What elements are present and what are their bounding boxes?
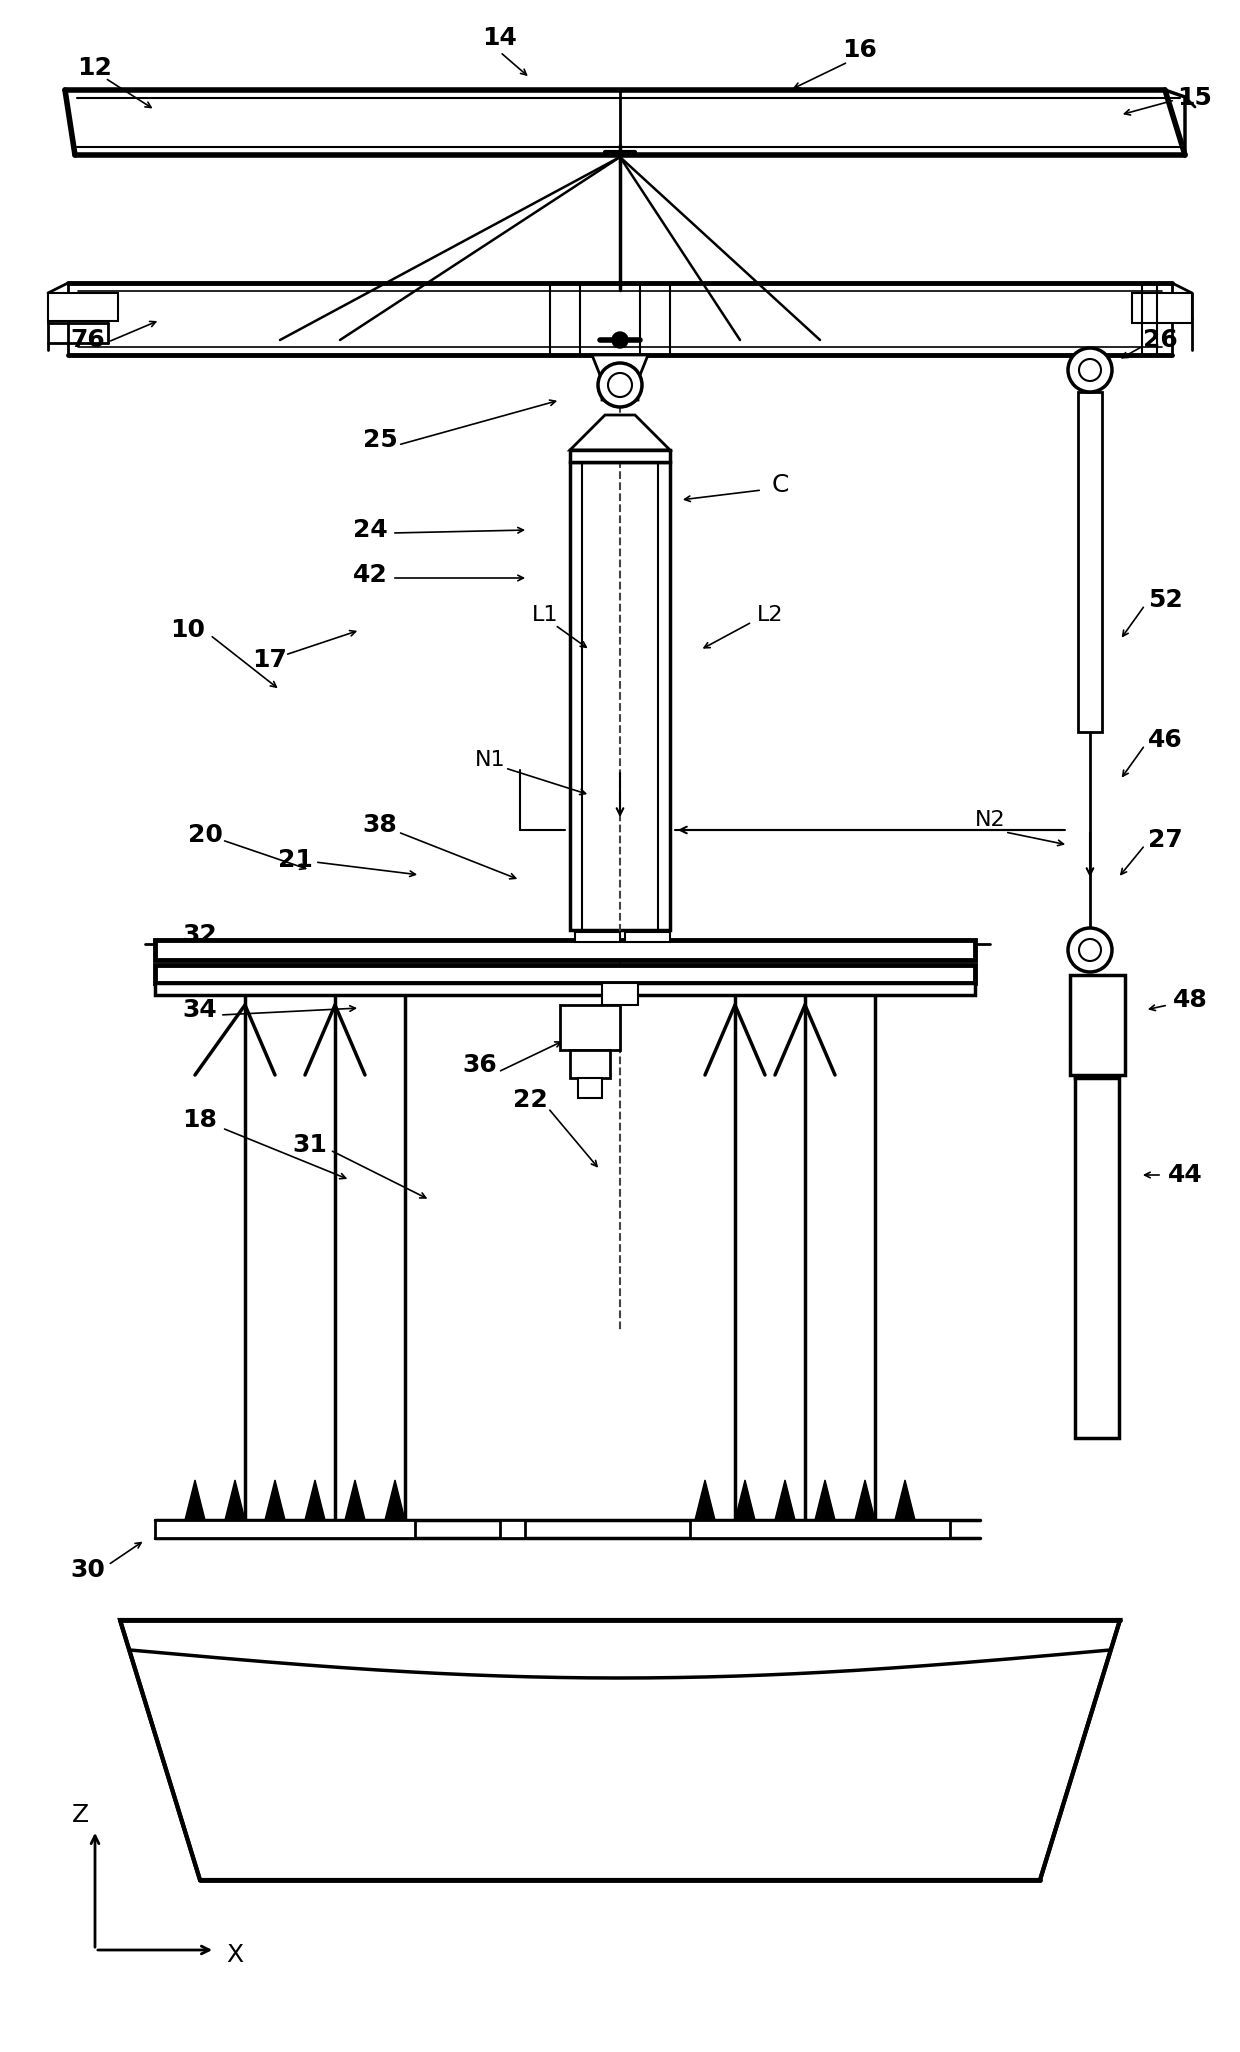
Polygon shape	[224, 1479, 246, 1521]
Bar	[500, 1521, 525, 1539]
Text: 44: 44	[1168, 1163, 1203, 1186]
Text: 48: 48	[1173, 987, 1208, 1012]
Text: 20: 20	[187, 823, 222, 847]
Text: 34: 34	[182, 997, 217, 1022]
Bar	[570, 462, 670, 930]
Text: 15: 15	[1178, 86, 1213, 111]
Text: 17: 17	[253, 648, 288, 671]
Bar	[1075, 1077, 1118, 1438]
Polygon shape	[591, 355, 649, 400]
Circle shape	[613, 332, 627, 349]
Text: Z: Z	[72, 1804, 88, 1826]
Polygon shape	[570, 415, 670, 449]
Circle shape	[1068, 928, 1112, 973]
Bar	[48, 293, 118, 320]
Circle shape	[1068, 349, 1112, 392]
Bar	[155, 940, 975, 960]
Text: 32: 32	[182, 923, 217, 948]
Bar	[1132, 293, 1192, 322]
Text: 22: 22	[512, 1088, 547, 1112]
Bar	[155, 1521, 415, 1539]
Polygon shape	[735, 1479, 755, 1521]
Polygon shape	[345, 1479, 365, 1521]
Polygon shape	[185, 1479, 205, 1521]
Text: 38: 38	[362, 813, 397, 837]
Bar	[570, 1051, 610, 1077]
Bar	[625, 932, 670, 942]
Bar	[570, 449, 670, 462]
Polygon shape	[120, 1619, 1120, 1880]
Polygon shape	[856, 1479, 875, 1521]
Text: 16: 16	[842, 39, 878, 62]
Text: C: C	[771, 474, 789, 497]
Polygon shape	[815, 1479, 835, 1521]
Text: 36: 36	[463, 1053, 497, 1077]
Polygon shape	[64, 90, 1185, 156]
Text: 27: 27	[1148, 829, 1183, 852]
Bar	[1070, 975, 1125, 1075]
Text: N2: N2	[975, 811, 1006, 829]
Text: 12: 12	[78, 55, 113, 80]
Text: 14: 14	[482, 27, 517, 49]
Text: L2: L2	[756, 605, 784, 626]
Bar	[155, 983, 975, 995]
Text: L1: L1	[532, 605, 558, 626]
Polygon shape	[305, 1479, 325, 1521]
Text: 31: 31	[293, 1133, 327, 1157]
Text: 10: 10	[171, 618, 206, 642]
Bar	[601, 983, 639, 1005]
Polygon shape	[895, 1479, 915, 1521]
Text: 18: 18	[182, 1108, 217, 1133]
Text: N1: N1	[475, 749, 506, 770]
Text: 24: 24	[352, 517, 387, 542]
Text: 46: 46	[1148, 728, 1183, 751]
Text: X: X	[227, 1943, 243, 1968]
Polygon shape	[775, 1479, 795, 1521]
Text: 26: 26	[1142, 328, 1177, 353]
Text: 25: 25	[362, 429, 397, 451]
Text: 21: 21	[278, 847, 312, 872]
Bar	[578, 1077, 601, 1098]
Bar	[1078, 392, 1102, 733]
Bar	[689, 1521, 950, 1539]
Text: 52: 52	[1148, 589, 1183, 611]
Circle shape	[598, 363, 642, 406]
Polygon shape	[694, 1479, 715, 1521]
Polygon shape	[384, 1479, 405, 1521]
Bar	[575, 932, 620, 942]
Text: 30: 30	[71, 1557, 105, 1582]
Text: 76: 76	[71, 328, 105, 353]
Bar	[155, 964, 975, 983]
Bar	[560, 1005, 620, 1051]
Polygon shape	[265, 1479, 285, 1521]
Text: 42: 42	[352, 562, 387, 587]
